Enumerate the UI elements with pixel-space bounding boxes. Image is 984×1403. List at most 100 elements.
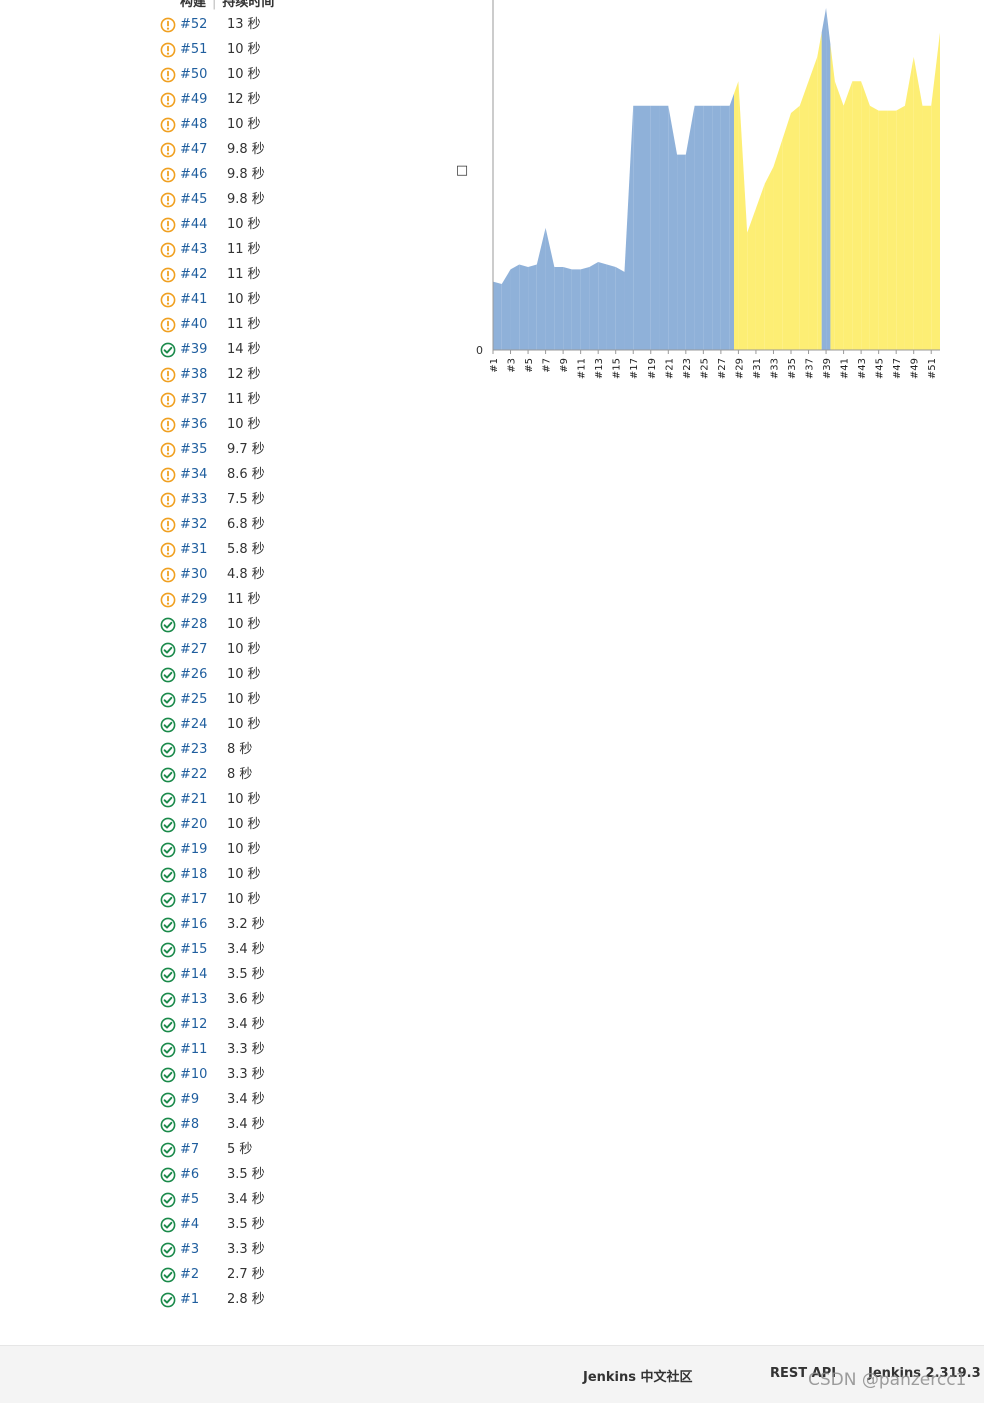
footer-link-version[interactable]: Jenkins 2.319.3 [868,1366,981,1381]
area-segment [668,105,678,350]
build-link[interactable]: #5 [180,1192,200,1207]
build-link[interactable]: #33 [180,492,208,507]
footer-link-rest-api[interactable]: REST API [770,1366,837,1381]
success-check-icon [160,767,176,783]
success-check-icon [160,1117,176,1133]
x-tick-label: #37 [805,358,816,379]
x-tick-label: #7 [542,358,553,373]
build-link[interactable]: #40 [180,317,208,332]
build-link[interactable]: #9 [180,1092,200,1107]
build-link[interactable]: #7 [180,1142,200,1157]
build-link[interactable]: #10 [180,1067,208,1082]
build-row: #14 3.5 秒 [160,963,360,988]
build-link[interactable]: #4 [180,1217,200,1232]
build-link[interactable]: #52 [180,17,208,32]
build-duration: 3.3 秒 [227,1242,265,1257]
build-link[interactable]: #49 [180,92,208,107]
build-link[interactable]: #11 [180,1042,208,1057]
build-link[interactable]: #24 [180,717,208,732]
build-duration: 12 秒 [227,367,261,382]
build-link[interactable]: #22 [180,767,208,782]
build-link[interactable]: #39 [180,342,208,357]
build-link[interactable]: #18 [180,867,208,882]
build-link[interactable]: #14 [180,967,208,982]
build-link[interactable]: #16 [180,917,208,932]
build-link[interactable]: #2 [180,1267,200,1282]
build-link[interactable]: #1 [180,1292,200,1307]
x-tick-label: #35 [787,358,798,379]
area-segment [633,105,642,350]
footer-link-community[interactable]: Jenkins 中文社区 [583,1370,693,1385]
build-link[interactable]: #25 [180,692,208,707]
area-segment [493,281,502,350]
area-segment [896,105,905,350]
build-link[interactable]: #32 [180,517,208,532]
build-link[interactable]: #34 [180,467,208,482]
build-link[interactable]: #46 [180,167,208,182]
unstable-warning-icon [160,242,176,258]
column-header-duration[interactable]: 持续时间 [222,0,275,10]
chart-svg: □ 0 #1 #3 #5 #7 #9 #11 #13 #15 #17 #19 #21 #23 #25 #27… [456,0,940,379]
build-link[interactable]: #21 [180,792,208,807]
build-link[interactable]: #45 [180,192,208,207]
area-segment [821,8,827,350]
area-segment [659,105,669,350]
build-link[interactable]: #3 [180,1242,200,1257]
build-duration: 11 秒 [227,592,261,607]
build-link[interactable]: #43 [180,242,208,257]
build-duration: 10 秒 [227,42,261,57]
build-duration: 10 秒 [227,717,261,732]
build-link[interactable]: #12 [180,1017,208,1032]
build-link[interactable]: #8 [180,1117,200,1132]
build-row: #1 2.8 秒 [160,1288,360,1313]
build-link[interactable]: #15 [180,942,208,957]
build-link[interactable]: #30 [180,567,208,582]
unstable-warning-icon [160,392,176,408]
success-check-icon [160,1092,176,1108]
success-check-icon [160,717,176,733]
build-duration: 3.4 秒 [227,1117,265,1132]
build-link[interactable]: #48 [180,117,208,132]
build-link[interactable]: #41 [180,292,208,307]
build-row: #31 5.8 秒 [160,538,360,563]
build-link[interactable]: #51 [180,42,208,57]
area-segment [563,266,572,350]
build-duration: 14 秒 [227,342,261,357]
build-duration: 9.8 秒 [227,192,265,207]
build-link[interactable]: #38 [180,367,208,382]
build-link[interactable]: #44 [180,217,208,232]
build-link[interactable]: #31 [180,542,208,557]
success-check-icon [160,917,176,933]
unstable-warning-icon [160,142,176,158]
build-link[interactable]: #37 [180,392,208,407]
build-link[interactable]: #50 [180,67,208,82]
build-link[interactable]: #26 [180,667,208,682]
build-duration: 11 秒 [227,242,261,257]
build-link[interactable]: #20 [180,817,208,832]
build-row: #27 10 秒 [160,638,360,663]
column-header-build[interactable]: 构建 [180,0,207,10]
unstable-warning-icon [160,267,176,283]
area-segment [501,269,511,350]
build-link[interactable]: #13 [180,992,208,1007]
build-link[interactable]: #35 [180,442,208,457]
build-link[interactable]: #42 [180,267,208,282]
build-link[interactable]: #17 [180,892,208,907]
build-link[interactable]: #36 [180,417,208,432]
build-link[interactable]: #28 [180,617,208,632]
area-segment [694,105,704,350]
build-link[interactable]: #6 [180,1167,200,1182]
build-link[interactable]: #29 [180,592,208,607]
x-tick-label: #23 [682,358,693,379]
build-duration: 8.6 秒 [227,467,265,482]
area-segment [589,262,599,350]
x-tick-label: #21 [664,358,675,379]
build-row: #21 10 秒 [160,788,360,813]
build-link[interactable]: #47 [180,142,208,157]
x-tick-label: #33 [769,358,780,379]
build-link[interactable]: #27 [180,642,208,657]
build-link[interactable]: #19 [180,842,208,857]
success-check-icon [160,842,176,858]
area-segment [869,105,879,350]
build-link[interactable]: #23 [180,742,208,757]
